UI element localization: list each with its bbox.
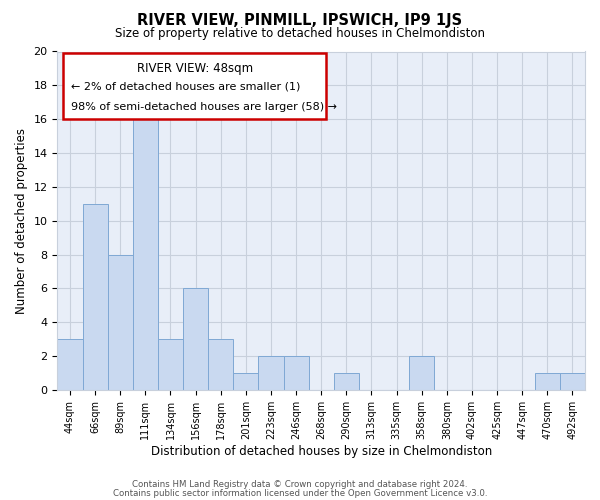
Bar (409, 356, 434, 390)
Bar (58, 339, 83, 390)
X-axis label: Distribution of detached houses by size in Chelmondiston: Distribution of detached houses by size … (151, 444, 492, 458)
Bar (259, 356, 284, 390)
Bar (233, 373, 259, 390)
Text: RIVER VIEW: 48sqm: RIVER VIEW: 48sqm (137, 62, 253, 74)
Bar (158, 339, 183, 390)
Text: Contains public sector information licensed under the Open Government Licence v3: Contains public sector information licen… (113, 490, 487, 498)
Bar (334, 373, 359, 390)
FancyBboxPatch shape (62, 53, 326, 119)
Bar (208, 339, 233, 390)
Bar (183, 288, 208, 390)
Text: RIVER VIEW, PINMILL, IPSWICH, IP9 1JS: RIVER VIEW, PINMILL, IPSWICH, IP9 1JS (137, 12, 463, 28)
Text: Contains HM Land Registry data © Crown copyright and database right 2024.: Contains HM Land Registry data © Crown c… (132, 480, 468, 489)
Bar (107, 254, 133, 390)
Bar (560, 373, 585, 390)
Bar (284, 356, 308, 390)
Bar (535, 373, 560, 390)
Y-axis label: Number of detached properties: Number of detached properties (15, 128, 28, 314)
Text: Size of property relative to detached houses in Chelmondiston: Size of property relative to detached ho… (115, 28, 485, 40)
Text: ← 2% of detached houses are smaller (1): ← 2% of detached houses are smaller (1) (71, 82, 300, 92)
Bar (133, 102, 158, 390)
Bar (83, 204, 107, 390)
Text: 98% of semi-detached houses are larger (58) →: 98% of semi-detached houses are larger (… (71, 102, 337, 113)
